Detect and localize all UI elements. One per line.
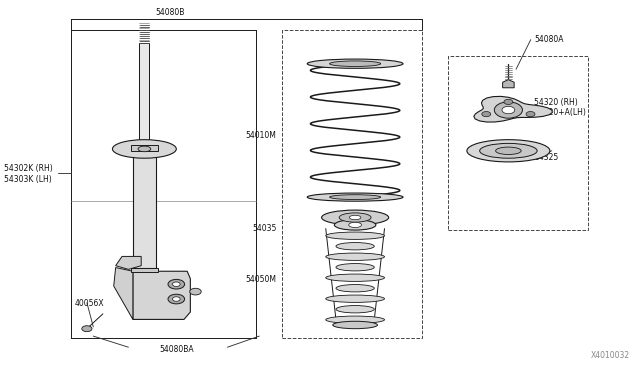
FancyBboxPatch shape [140,45,150,140]
Bar [133,151,156,267]
Text: 54080B: 54080B [156,9,184,17]
Bar [448,56,588,231]
Circle shape [526,112,535,117]
Text: 54010M: 54010M [246,131,276,141]
Text: 54080A: 54080A [534,35,563,44]
Ellipse shape [326,232,385,240]
Ellipse shape [326,274,385,281]
Circle shape [504,99,513,105]
Circle shape [189,288,201,295]
Text: 40056X: 40056X [74,299,104,308]
Ellipse shape [349,222,362,228]
Ellipse shape [336,305,374,313]
Ellipse shape [330,61,381,67]
Ellipse shape [479,143,537,158]
Polygon shape [474,96,552,122]
Ellipse shape [336,285,374,292]
Ellipse shape [307,59,403,68]
Ellipse shape [321,210,388,225]
Polygon shape [131,267,158,272]
Ellipse shape [336,263,374,271]
Ellipse shape [138,146,151,152]
Polygon shape [116,256,141,269]
Ellipse shape [339,213,371,222]
Ellipse shape [467,140,550,162]
Polygon shape [114,267,133,320]
Ellipse shape [113,140,176,158]
Polygon shape [133,271,190,320]
Ellipse shape [326,253,385,260]
Circle shape [173,282,180,286]
Circle shape [173,297,180,301]
Text: 54050M: 54050M [246,275,276,284]
Text: 54080BA: 54080BA [159,345,194,354]
Circle shape [482,112,491,117]
Polygon shape [502,80,514,88]
Text: 54035: 54035 [252,224,276,233]
Circle shape [82,326,92,332]
Bar [140,43,150,140]
Ellipse shape [495,147,521,154]
Ellipse shape [336,243,374,250]
Ellipse shape [326,295,385,302]
Circle shape [502,106,515,114]
Circle shape [494,102,522,118]
Circle shape [168,294,184,304]
Ellipse shape [334,220,376,230]
Text: 54320 (RH)
54320+A(LH): 54320 (RH) 54320+A(LH) [534,98,586,117]
Ellipse shape [330,195,381,199]
Ellipse shape [326,316,385,323]
Bar [282,31,422,338]
Ellipse shape [349,215,361,220]
Text: 54302K (RH)
54303K (LH): 54302K (RH) 54303K (LH) [4,164,52,184]
Ellipse shape [333,321,378,329]
Circle shape [168,279,184,289]
FancyBboxPatch shape [131,145,158,151]
Text: 54325: 54325 [534,153,558,162]
Ellipse shape [307,193,403,201]
Text: X4010032: X4010032 [591,351,630,360]
